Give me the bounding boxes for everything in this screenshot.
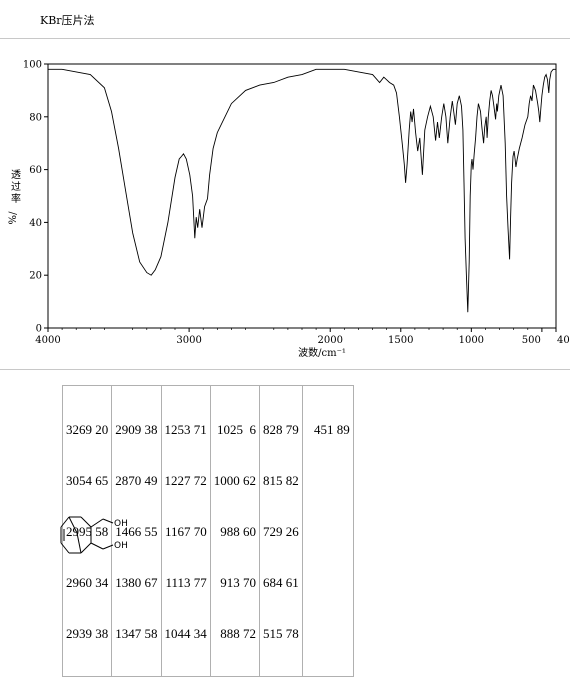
middle-divider bbox=[0, 369, 570, 370]
y-tick-label: 40 bbox=[29, 218, 42, 229]
y-axis-unit: %/ bbox=[8, 211, 19, 225]
molecular-structure: OH OH bbox=[60, 516, 128, 554]
peak-cell: 888 72 bbox=[217, 626, 256, 641]
plot-frame-group bbox=[47, 63, 557, 329]
peak-cell: 1025 6 bbox=[217, 422, 256, 437]
peak-cell: 1253 71 bbox=[164, 422, 207, 437]
peak-cell: 815 82 bbox=[263, 473, 299, 488]
y-axis-title-char: 透 bbox=[11, 169, 21, 181]
y-axis-title-char: 过 bbox=[11, 180, 21, 193]
peak-cell: 1380 67 bbox=[115, 575, 158, 590]
y-axis-label: 透过率 %/ bbox=[8, 169, 21, 224]
bridge-bond bbox=[76, 532, 82, 554]
peak-cell: 2939 38 bbox=[66, 626, 109, 641]
peak-cell: 684 61 bbox=[263, 575, 299, 590]
peak-column-3: 1253 71 1227 72 1167 70 1113 77 1044 34 bbox=[160, 385, 211, 677]
peak-cell: 2960 34 bbox=[66, 575, 109, 590]
x-axis-label: 波数/cm⁻¹ bbox=[298, 346, 346, 359]
x-axis: 4000 3000 2000 1500 1000 500 400 bbox=[35, 328, 570, 346]
peak-cell: 451 89 bbox=[314, 422, 350, 437]
peak-cell: 1167 70 bbox=[164, 524, 207, 539]
peak-cell: 1113 77 bbox=[165, 575, 207, 590]
bond bbox=[90, 518, 104, 528]
bridge-bond bbox=[68, 516, 78, 534]
bond bbox=[102, 518, 114, 524]
bond bbox=[80, 542, 92, 554]
bond bbox=[90, 542, 104, 550]
x-tick-label: 2000 bbox=[317, 335, 342, 346]
peak-cell: 515 78 bbox=[263, 626, 299, 641]
spectrum-line bbox=[48, 68, 556, 313]
peak-cell: 729 26 bbox=[263, 524, 299, 539]
plot-frame bbox=[47, 63, 557, 329]
bond bbox=[60, 542, 70, 554]
peak-cell: 1000 62 bbox=[213, 473, 256, 488]
x-tick-label: 1000 bbox=[459, 335, 484, 346]
peak-cell: 1044 34 bbox=[164, 626, 207, 641]
x-tick-label: 1500 bbox=[388, 335, 413, 346]
bond bbox=[80, 516, 92, 528]
peak-cell: 828 79 bbox=[263, 422, 299, 437]
peak-column-5: 828 79 815 82 729 26 684 61 515 78 bbox=[259, 385, 303, 677]
x-tick-label: 400 bbox=[557, 335, 570, 346]
y-tick-label: 60 bbox=[29, 165, 42, 176]
hydroxyl-label: OH bbox=[114, 519, 128, 529]
y-tick-label: 20 bbox=[29, 271, 42, 282]
x-tick-label: 500 bbox=[522, 335, 541, 346]
peak-cell: 2870 49 bbox=[115, 473, 158, 488]
peak-cell: 2909 38 bbox=[115, 422, 158, 437]
peak-cell: 913 70 bbox=[217, 575, 256, 590]
peak-cell: 3054 65 bbox=[66, 473, 109, 488]
peak-cell: 3269 20 bbox=[66, 422, 109, 437]
peak-column-6: 451 89 bbox=[301, 385, 354, 677]
bond bbox=[102, 544, 114, 550]
peak-cell: 1227 72 bbox=[164, 473, 207, 488]
y-tick-label: 100 bbox=[23, 60, 42, 71]
x-axis-title: 波数/cm⁻¹ bbox=[298, 346, 346, 359]
bond bbox=[60, 516, 70, 528]
peak-cell: 988 60 bbox=[217, 524, 256, 539]
x-tick-label: 3000 bbox=[176, 335, 201, 346]
y-axis: 0 20 40 60 80 100 bbox=[23, 60, 48, 335]
y-axis-title-char: 率 bbox=[11, 192, 21, 205]
peak-column-4: 1025 6 1000 62 988 60 913 70 888 72 bbox=[209, 385, 261, 677]
y-tick-label: 0 bbox=[36, 324, 42, 335]
sample-method-label: KBr压片法 bbox=[40, 14, 95, 27]
peak-cell: 2995 58 bbox=[66, 524, 109, 539]
hydroxyl-label: OH bbox=[114, 541, 128, 551]
y-tick-label: 80 bbox=[29, 112, 42, 123]
structure-bonds bbox=[60, 516, 114, 554]
top-divider bbox=[0, 38, 570, 39]
x-tick-label: 4000 bbox=[35, 335, 60, 346]
peak-cell: 1466 55 bbox=[115, 524, 158, 539]
peak-cell: 1347 58 bbox=[115, 626, 158, 641]
